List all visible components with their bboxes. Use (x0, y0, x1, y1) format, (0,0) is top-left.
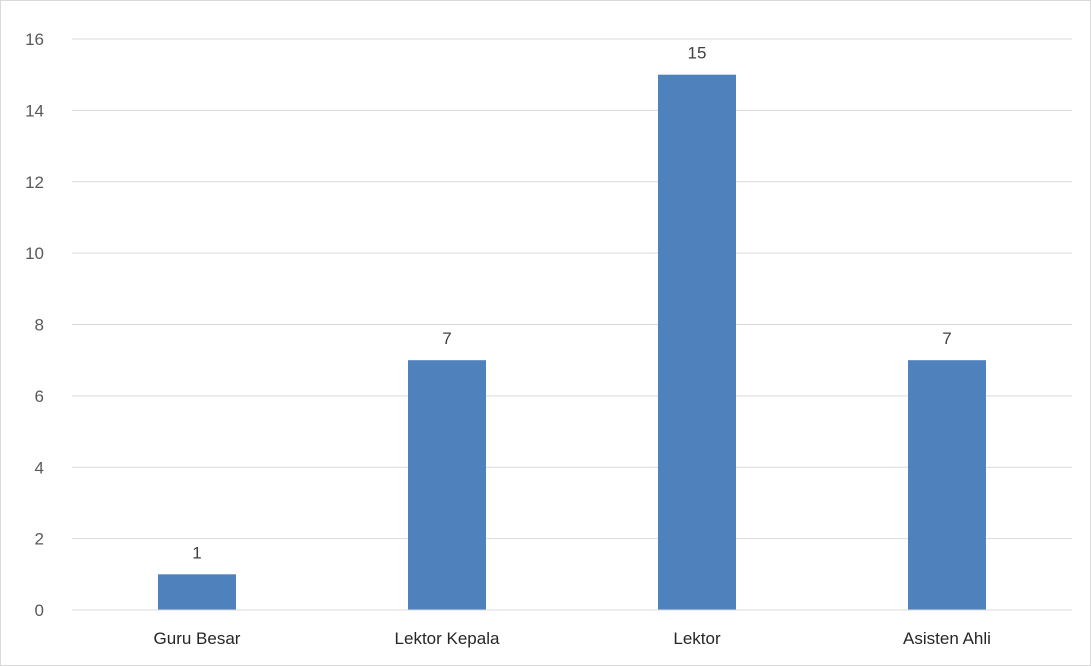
y-tick-label: 10 (25, 244, 44, 263)
y-tick-label: 2 (35, 530, 44, 549)
bars (158, 74, 986, 610)
data-label: 7 (442, 329, 451, 348)
data-label: 15 (688, 44, 707, 63)
x-axis-category-labels: Guru Besar Lektor Kepala Lektor Asisten Ahl… (154, 629, 991, 648)
gridlines (72, 38, 1072, 540)
y-tick-label: 16 (25, 30, 44, 49)
bar-guru-besar (158, 574, 236, 610)
x-category-label: Lektor (673, 629, 721, 648)
bar-lektor-kepala (408, 360, 486, 610)
data-label: 1 (192, 543, 201, 562)
x-category-label: Guru Besar (154, 629, 241, 648)
data-labels: 1 7 15 7 (192, 44, 951, 563)
x-category-label: Asisten Ahli (903, 629, 991, 648)
y-tick-label: 14 (25, 101, 44, 120)
bar-asisten-ahli (908, 360, 986, 610)
x-category-label: Lektor Kepala (395, 629, 500, 648)
data-label: 7 (942, 329, 951, 348)
bar-lektor (658, 74, 736, 610)
y-tick-label: 4 (35, 458, 44, 477)
y-tick-label: 0 (35, 601, 44, 620)
y-tick-label: 8 (35, 316, 44, 335)
y-tick-label: 12 (25, 173, 44, 192)
y-axis-tick-labels: 0 2 4 6 8 10 12 14 16 (25, 30, 44, 620)
y-tick-label: 6 (35, 387, 44, 406)
